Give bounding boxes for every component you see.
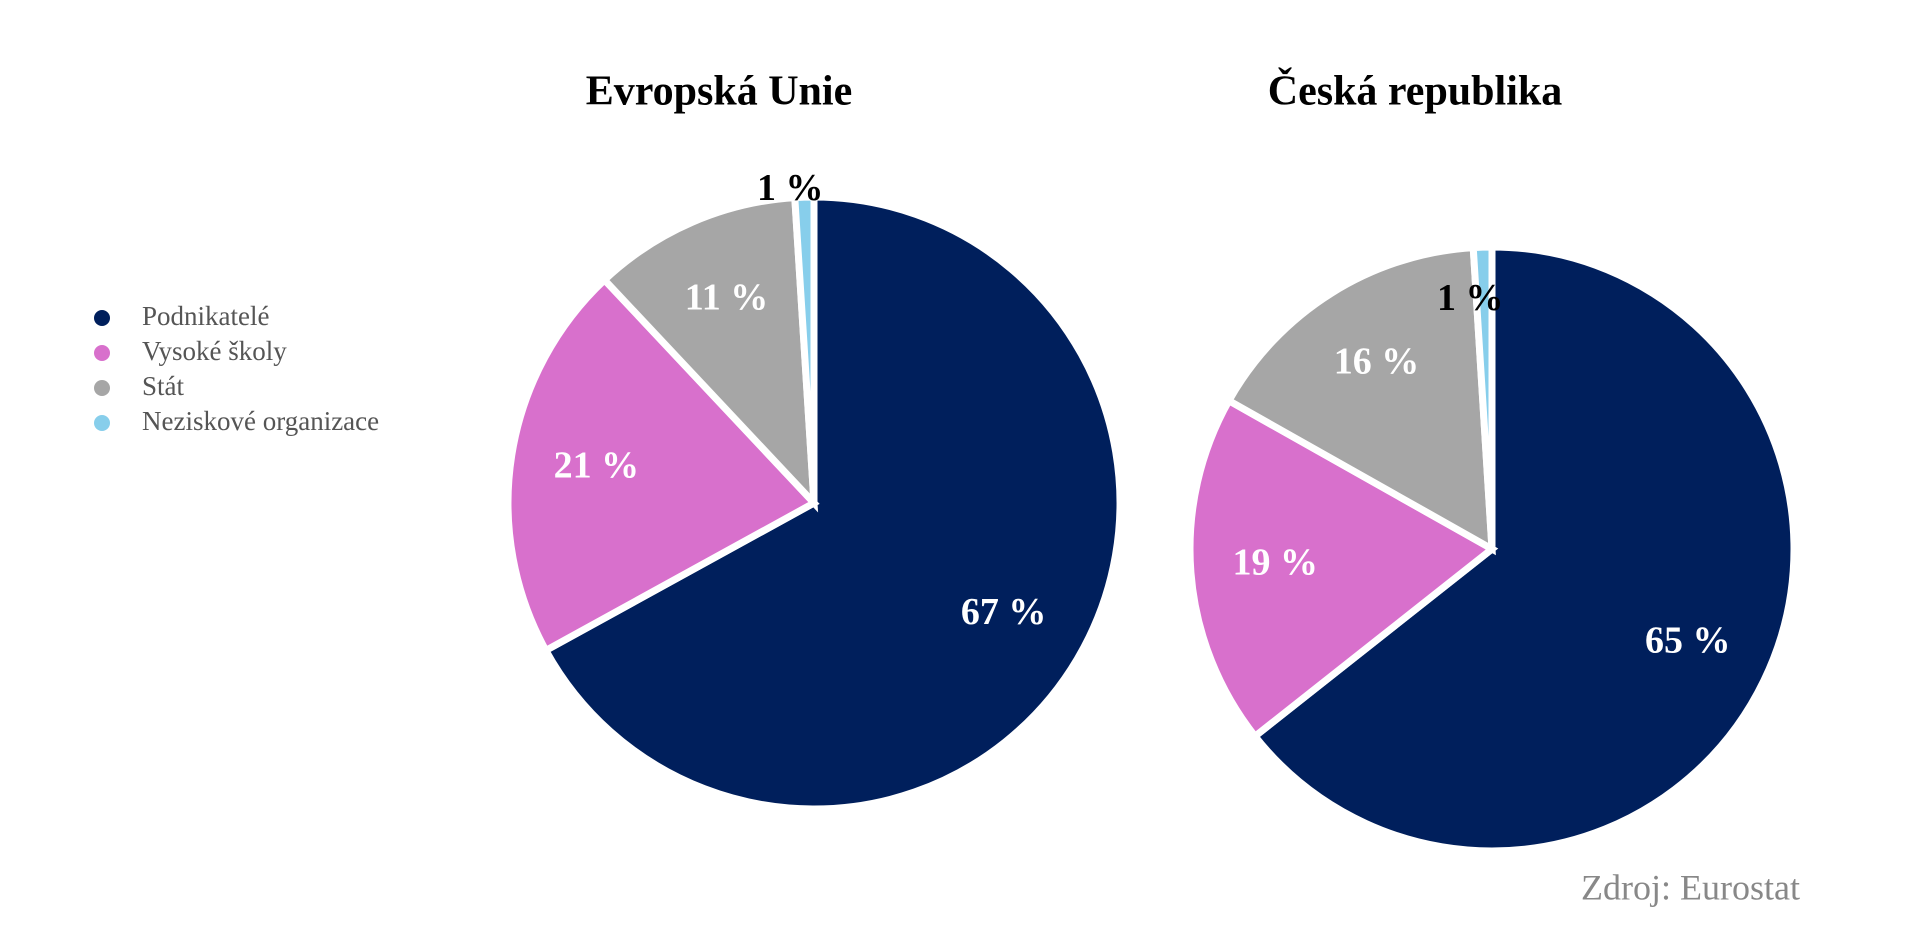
pie-slice xyxy=(599,193,819,513)
pie-slice xyxy=(1250,243,1798,855)
data-label: 1 % xyxy=(757,167,824,209)
legend-label: Stát xyxy=(142,371,185,401)
pie-slice xyxy=(1224,243,1496,556)
data-label: 1 % xyxy=(1437,277,1504,319)
chart-title: Česká republika xyxy=(1268,67,1562,115)
data-label: 67 % xyxy=(961,591,1047,633)
data-label: 11 % xyxy=(685,277,768,319)
pie-slice xyxy=(1186,395,1499,742)
data-label: 65 % xyxy=(1645,619,1731,661)
legend-label: Podnikatelé xyxy=(142,301,269,331)
legend-marker xyxy=(94,310,110,326)
legend-label: Vysoké školy xyxy=(142,336,287,366)
legend-marker xyxy=(94,380,110,396)
data-label: 21 % xyxy=(554,444,640,486)
data-label: 19 % xyxy=(1232,542,1318,584)
legend-marker xyxy=(94,415,110,431)
pie-slice xyxy=(791,193,818,504)
legend-label: Neziskové organizace xyxy=(142,406,379,436)
pie-slice xyxy=(504,274,820,656)
legend-marker xyxy=(94,345,110,361)
chart-title: Evropská Unie xyxy=(586,69,852,115)
data-label: 16 % xyxy=(1334,340,1420,382)
pie-slice xyxy=(1469,243,1496,550)
pie-slice xyxy=(541,193,1124,813)
source: Zdroj: Eurostat xyxy=(1581,867,1800,907)
